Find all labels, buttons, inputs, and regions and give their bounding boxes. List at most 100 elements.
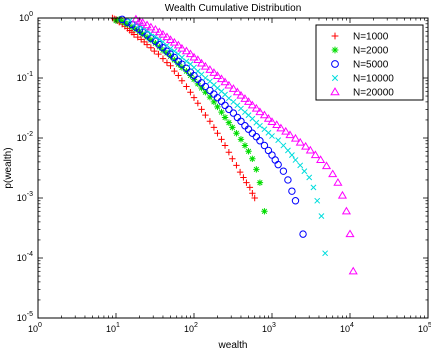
data-point bbox=[154, 27, 164, 36]
data-point bbox=[301, 141, 311, 150]
x-tick-exponent: 3 bbox=[272, 322, 276, 329]
x-axis-label: wealth bbox=[218, 340, 248, 351]
data-point bbox=[259, 110, 270, 119]
y-tick-base: 10 bbox=[17, 253, 27, 263]
data-point bbox=[249, 190, 256, 197]
data-point bbox=[170, 53, 179, 62]
data-point bbox=[118, 18, 126, 25]
y-tick-base: 10 bbox=[19, 13, 29, 23]
data-point bbox=[285, 147, 291, 154]
data-point bbox=[178, 77, 186, 84]
data-point bbox=[245, 148, 252, 155]
data-point bbox=[121, 19, 129, 27]
plot-layer bbox=[109, 14, 358, 275]
data-point bbox=[306, 174, 313, 181]
legend-entry: N=10000 bbox=[331, 74, 394, 85]
chart-title: Wealth Cumulative Distribution bbox=[165, 3, 302, 14]
data-point bbox=[177, 43, 187, 52]
data-point bbox=[256, 179, 264, 186]
data-point bbox=[193, 55, 203, 63]
data-point bbox=[163, 49, 171, 57]
data-point bbox=[178, 60, 186, 68]
legend-entry: N=20000 bbox=[330, 87, 394, 99]
data-point bbox=[333, 178, 343, 186]
x-tick-label: 105 bbox=[418, 322, 431, 334]
legend-entry: N=5000 bbox=[331, 60, 389, 71]
data-point bbox=[187, 88, 194, 96]
data-point bbox=[221, 101, 229, 110]
series-n-2000 bbox=[112, 16, 268, 215]
legend-label: N=1000 bbox=[353, 32, 389, 43]
data-point bbox=[214, 85, 221, 91]
data-point bbox=[345, 229, 355, 238]
x-tick-base: 10 bbox=[418, 324, 428, 334]
y-tick-exponent: -1 bbox=[27, 71, 33, 78]
data-point bbox=[163, 59, 171, 66]
data-point bbox=[240, 94, 250, 102]
y-tick-base: 10 bbox=[17, 73, 27, 83]
data-point bbox=[348, 266, 358, 275]
data-point bbox=[151, 47, 158, 55]
data-point bbox=[299, 230, 307, 238]
data-point bbox=[167, 53, 174, 60]
data-point bbox=[275, 137, 282, 144]
data-point bbox=[221, 114, 229, 121]
data-point bbox=[175, 72, 182, 79]
y-tick-exponent: -3 bbox=[27, 191, 33, 198]
data-point bbox=[224, 80, 234, 89]
x-tick-label: 104 bbox=[340, 322, 354, 334]
x-tick-label: 101 bbox=[106, 322, 120, 334]
data-point bbox=[240, 174, 247, 181]
data-point bbox=[263, 113, 274, 122]
data-point bbox=[194, 100, 202, 107]
y-tick-base: 10 bbox=[17, 193, 27, 203]
data-point bbox=[241, 142, 249, 149]
data-point bbox=[237, 117, 245, 125]
data-point bbox=[142, 20, 152, 29]
data-point bbox=[158, 29, 168, 38]
data-point bbox=[189, 52, 199, 61]
data-point bbox=[185, 49, 196, 58]
legend-marker-x-icon bbox=[331, 74, 339, 82]
data-point bbox=[280, 142, 287, 149]
data-point bbox=[138, 18, 148, 26]
data-point bbox=[256, 137, 264, 145]
data-point bbox=[183, 83, 190, 90]
x-tick-exponent: 1 bbox=[116, 322, 120, 329]
data-point bbox=[301, 168, 308, 175]
data-point bbox=[264, 146, 273, 155]
data-point bbox=[128, 23, 136, 31]
data-point bbox=[156, 36, 163, 43]
data-point bbox=[214, 130, 221, 137]
data-point bbox=[212, 71, 223, 80]
data-point bbox=[165, 35, 176, 44]
data-point bbox=[253, 166, 260, 173]
y-tick-label: 100 bbox=[19, 11, 33, 23]
data-point bbox=[276, 123, 286, 132]
data-point bbox=[257, 122, 263, 129]
data-point bbox=[328, 169, 338, 178]
data-point bbox=[310, 150, 320, 159]
x-tick-exponent: 2 bbox=[194, 322, 198, 329]
data-point bbox=[150, 24, 160, 33]
data-point bbox=[141, 38, 148, 46]
legend-marker-circle-icon bbox=[331, 60, 339, 68]
data-point bbox=[295, 137, 305, 146]
data-point bbox=[292, 157, 299, 163]
x-tick-base: 10 bbox=[340, 324, 350, 334]
data-point bbox=[269, 133, 275, 139]
data-point bbox=[297, 162, 304, 169]
data-point bbox=[255, 107, 265, 116]
data-point bbox=[274, 160, 282, 169]
data-point bbox=[284, 176, 292, 184]
data-point bbox=[190, 71, 198, 80]
x-tick-exponent: 4 bbox=[350, 322, 354, 329]
y-tick-base: 10 bbox=[17, 133, 27, 143]
data-point bbox=[202, 111, 209, 119]
legend-marker-triangle-icon bbox=[330, 87, 340, 96]
data-point bbox=[197, 79, 206, 87]
data-point bbox=[260, 141, 269, 150]
data-point bbox=[233, 162, 240, 169]
legend-entry: N=1000 bbox=[331, 32, 389, 43]
data-point bbox=[210, 98, 218, 106]
